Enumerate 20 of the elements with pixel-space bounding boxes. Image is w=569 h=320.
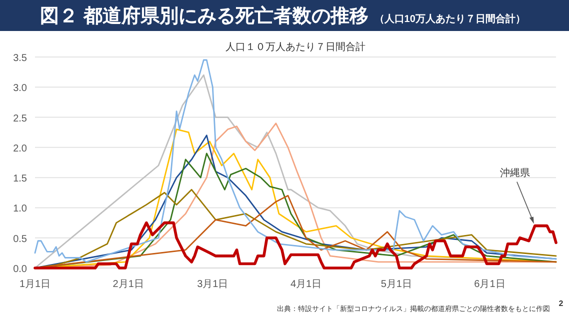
text: 2 bbox=[558, 299, 564, 308]
x-tick-label: 6月1日 bbox=[474, 279, 506, 290]
y-tick-label: 3.5 bbox=[13, 53, 28, 64]
y-tick-label: 3.0 bbox=[13, 83, 28, 94]
y-tick-label: 0.5 bbox=[13, 234, 28, 245]
chart-subtitle: （人口10万人あたり７日間合計） bbox=[374, 13, 526, 25]
y-tick-label: 2.5 bbox=[13, 113, 28, 124]
y-tick-label: 0.0 bbox=[13, 264, 28, 275]
x-tick-label: 4月1日 bbox=[290, 279, 322, 290]
x-tick-label: 2月1日 bbox=[112, 279, 144, 290]
y-tick-label: 2.0 bbox=[13, 143, 28, 154]
text: 沖縄県 bbox=[500, 166, 530, 179]
chart-title: 図２ 都道府県別にみる死亡者数の推移 bbox=[40, 5, 368, 27]
y-axis-title: 人口１０万人あたり７日間合計 bbox=[226, 41, 366, 53]
x-tick-label: 5月1日 bbox=[380, 279, 412, 290]
y-tick-label: 1.5 bbox=[13, 174, 28, 185]
x-tick-label: 1月1日 bbox=[19, 279, 51, 290]
y-tick-label: 1.0 bbox=[13, 204, 28, 215]
header: 図２ 都道府県別にみる死亡者数の推移 （人口10万人あたり７日間合計） bbox=[0, 0, 569, 31]
x-tick-label: 3月1日 bbox=[197, 279, 228, 290]
